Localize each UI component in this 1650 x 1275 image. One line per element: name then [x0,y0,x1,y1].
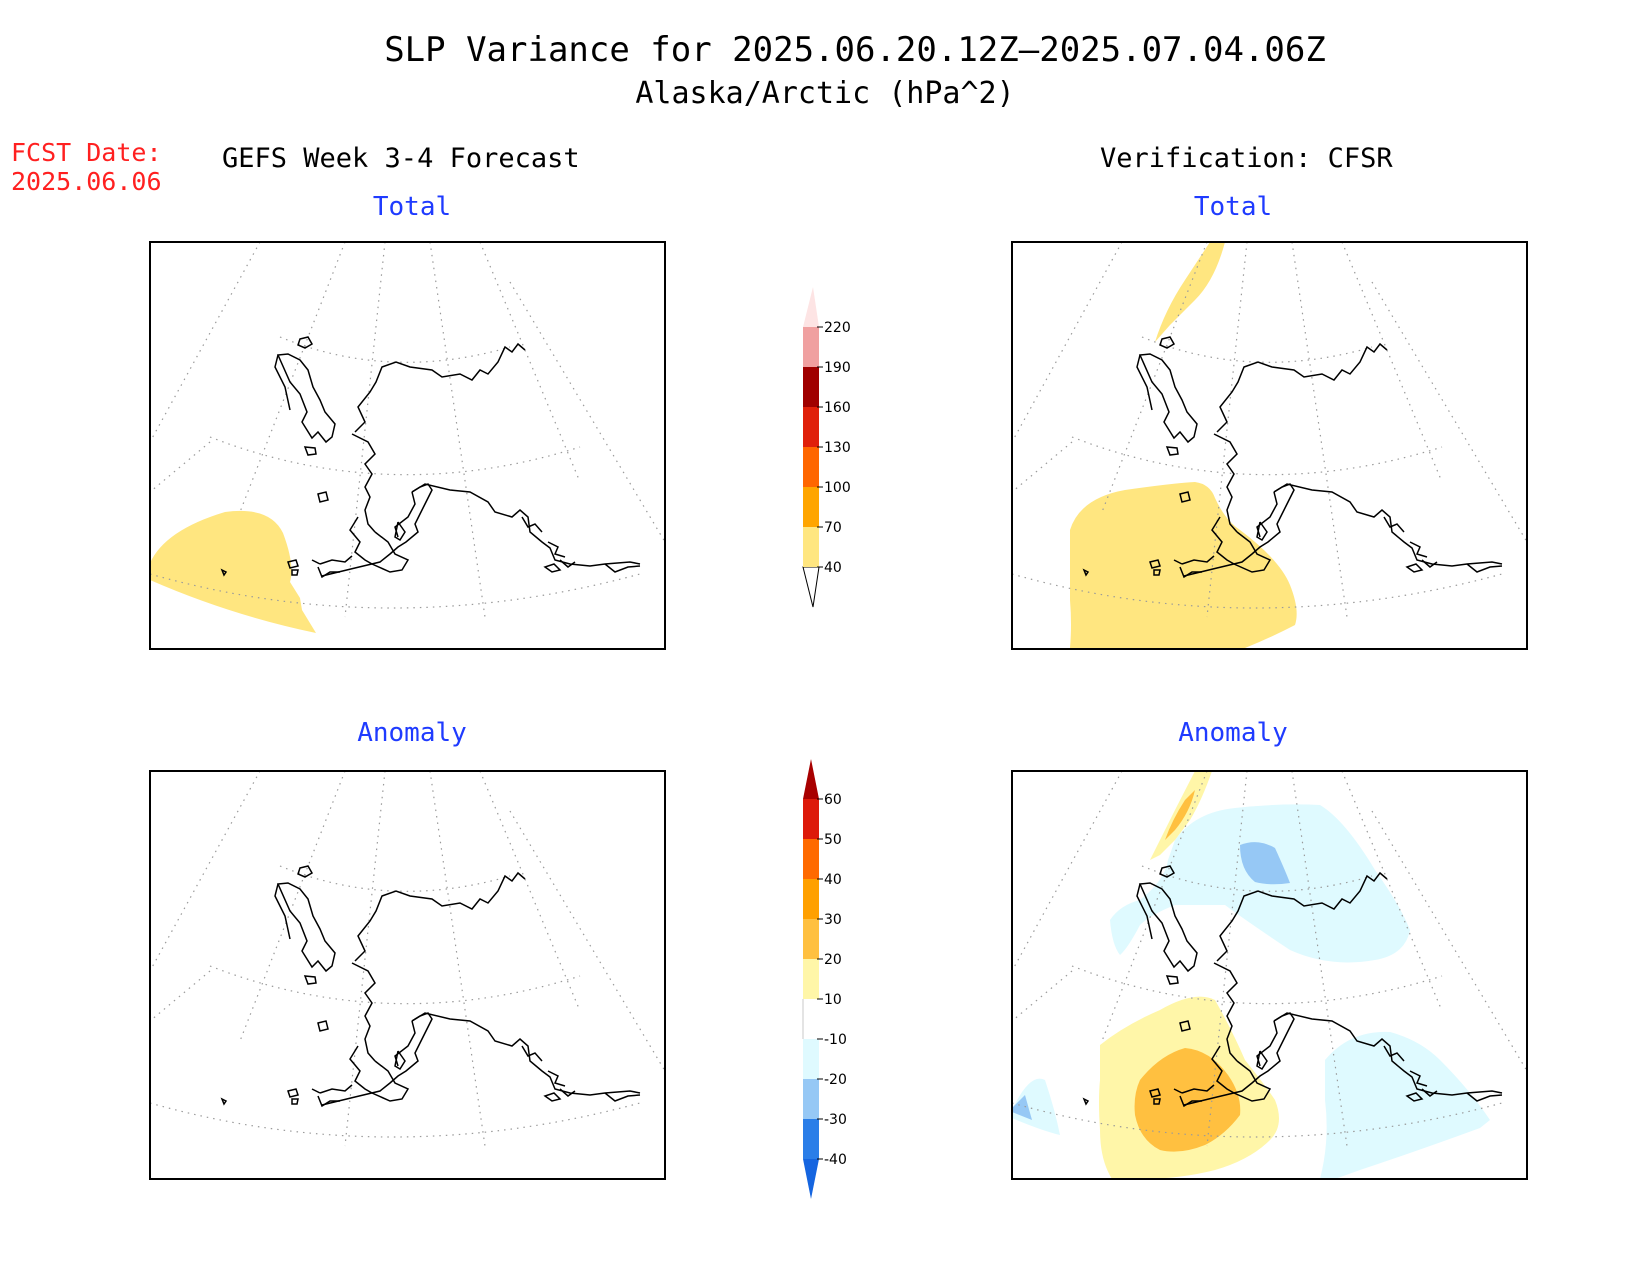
colorbar-total-segment [803,527,819,567]
forecast-total-shade [150,510,316,633]
verification-total-shade-south [1070,482,1297,648]
colorbar-anomaly-segment [803,1079,819,1119]
verification-anomaly-pos-north-core [1165,790,1195,840]
colorbar-anomaly-label: 40 [824,872,842,888]
panel-title-forecast-total: Total [372,192,452,222]
verification-anomaly-neg-west [1012,1078,1060,1135]
colorbar-total-segment [803,407,819,447]
page-subtitle: Alaska/Arctic (hPa^2) [635,76,1015,111]
forecast-column-title: GEFS Week 3-4 Forecast [222,143,580,174]
page-title: SLP Variance for 2025.06.20.12Z—2025.07.… [384,30,1326,70]
colorbar-anomaly-label: 30 [824,912,842,928]
colorbar-total-segment [803,367,819,407]
panel-verification-anomaly [1011,770,1528,1180]
colorbar-anomaly-label: 50 [824,832,842,848]
colorbar-total-tip-low [802,566,820,608]
panel-forecast-total [149,241,666,650]
verification-column-title: Verification: CFSR [1100,143,1393,174]
colorbar-anomaly-label: -30 [824,1112,847,1128]
colorbar-anomaly: -40 -30 -20 -10 10 20 30 40 50 60 [802,759,847,1199]
colorbar-anomaly-label: 20 [824,952,842,968]
colorbar-anomaly-segment [803,879,819,919]
colorbar-anomaly-label: -10 [824,1032,847,1048]
verification-anomaly-neg-north [1110,804,1410,963]
colorbar-total-segment [803,447,819,487]
colorbar-anomaly-tip-high [803,759,819,799]
colorbar-anomaly-label: 60 [824,792,842,808]
colorbar-anomaly-label: 10 [824,992,842,1008]
colorbar-total-label: 100 [824,480,851,496]
panel-title-verification-anomaly: Anomaly [1178,718,1288,748]
verification-total-shade-north [1155,242,1225,342]
fcst-date-label: FCST Date: [11,138,162,167]
colorbar-anomaly-segment [803,919,819,959]
colorbar-anomaly-label: -40 [824,1152,847,1168]
panel-title-forecast-anomaly: Anomaly [357,718,467,748]
colorbar-total: 40 70 100 130 160 190 220 [802,287,851,608]
colorbar-anomaly-segment [803,799,819,839]
panel-title-verification-total: Total [1193,192,1273,222]
fcst-date-value: 2025.06.06 [11,167,162,196]
colorbar-total-label: 40 [824,560,842,576]
verification-anomaly-neg-north-core [1240,842,1290,885]
colorbar-total-segment [803,487,819,527]
colorbar-anomaly-label: -20 [824,1072,847,1088]
colorbar-total-label: 70 [824,520,842,536]
verification-anomaly-pos-south-core [1134,1048,1241,1152]
colorbar-anomaly-segment [803,1039,819,1079]
colorbar-total-label: 220 [824,320,851,336]
panel-verification-total [1011,241,1528,650]
colorbar-total-label: 160 [824,400,851,416]
colorbar-total-label: 190 [824,360,851,376]
colorbar-anomaly-tip-low [803,1159,819,1199]
colorbar-total-segment [803,327,819,367]
colorbar-total-tip-high [803,287,819,327]
panel-forecast-anomaly [149,770,666,1180]
colorbar-total-label: 130 [824,440,851,456]
colorbar-anomaly-segment [803,839,819,879]
verification-anomaly-neg-southeast [1320,1031,1490,1179]
colorbar-anomaly-segment [803,999,819,1039]
verification-anomaly-neg-west-core [1012,1095,1032,1120]
colorbar-anomaly-segment [803,1119,819,1159]
colorbar-anomaly-segment [803,959,819,999]
